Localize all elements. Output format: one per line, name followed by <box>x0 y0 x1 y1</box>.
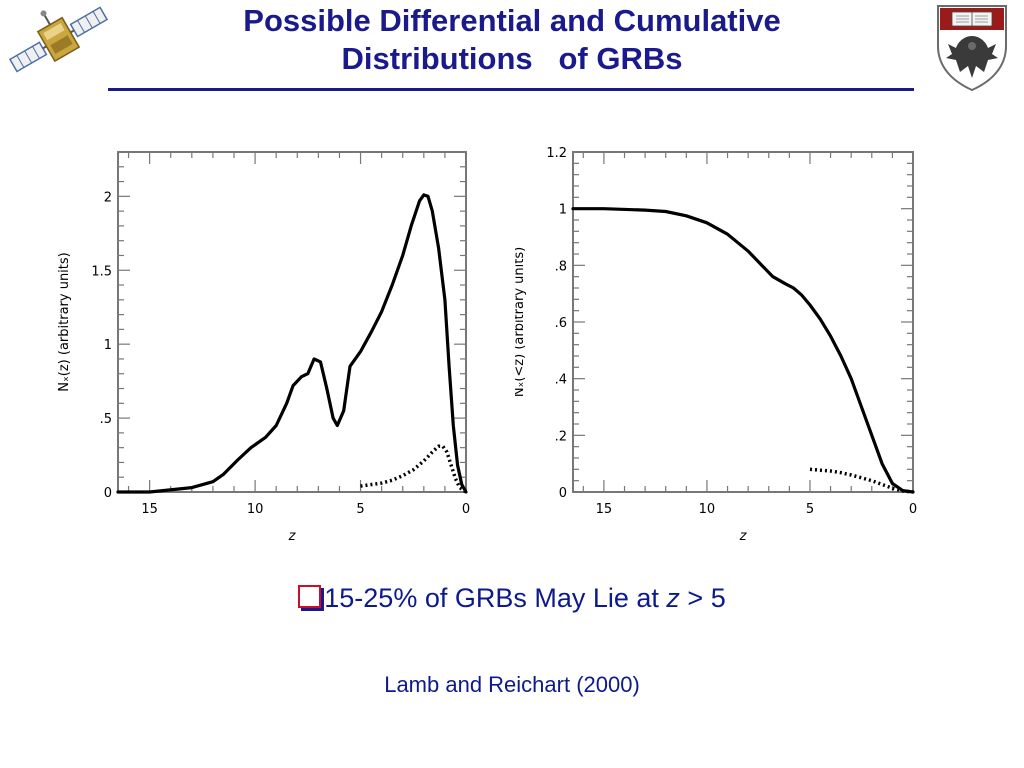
dotted-series-line <box>809 467 914 494</box>
bullet-box-icon <box>298 585 322 608</box>
y-tick-label: .8 <box>555 259 567 274</box>
y-tick-label: 2 <box>104 190 112 205</box>
bullet-point: 15-25% of GRBs May Lie at z > 5 <box>0 583 1024 614</box>
solid-series-line <box>571 207 915 494</box>
bullet-text-before: 15-25% of GRBs May Lie at <box>324 583 667 613</box>
x-axis-label: z <box>739 529 748 540</box>
x-tick-label: 5 <box>356 502 364 517</box>
satellite-logo <box>8 6 109 73</box>
x-tick-label: 15 <box>596 502 613 517</box>
y-tick-label: .4 <box>555 373 567 388</box>
dotted-series-line <box>360 444 468 494</box>
x-axis-label: z <box>288 529 297 540</box>
bullet-text-after: > 5 <box>679 583 726 613</box>
plot-frame <box>117 151 467 493</box>
y-tick-label: 1 <box>104 338 112 353</box>
university-crest-logo <box>937 5 1007 92</box>
title-line-1: Possible Differential and Cumulative <box>243 3 781 38</box>
x-tick-label: 10 <box>247 502 264 517</box>
plot-frame <box>572 151 914 493</box>
cumulative-distribution-chart: 15 10 5 0 0 .2 .4 .6 .8 1 1.2 z Nₓ(<z) (arbitrary un… <box>515 146 917 540</box>
bullet-z: z <box>666 583 680 613</box>
y-tick-label: 1.5 <box>91 264 112 279</box>
differential-distribution-chart: 15 10 5 0 0 .5 1 1.5 2 z Nₓ(z) (arbitrary units) <box>57 151 470 540</box>
x-tick-label: 5 <box>806 502 814 517</box>
y-tick-label: .6 <box>555 316 567 331</box>
solid-series-line <box>116 193 468 494</box>
y-tick-label: 1 <box>559 203 567 218</box>
y-tick-label: 0 <box>104 486 112 501</box>
y-tick-label: .2 <box>555 429 567 444</box>
x-tick-label: 10 <box>699 502 716 517</box>
y-axis-label: Nₓ(z) (arbitrary units) <box>57 252 72 391</box>
title-underline <box>108 88 914 91</box>
slide-title: Possible Differential and Cumulative Dis… <box>110 2 914 78</box>
y-axis-label: Nₓ(<z) (arbitrary units) <box>515 247 527 397</box>
x-tick-label: 0 <box>462 502 470 517</box>
citation: Lamb and Reichart (2000) <box>384 672 640 697</box>
x-tick-label: 0 <box>909 502 917 517</box>
title-line-2: Distributions of GRBs <box>341 41 683 76</box>
y-tick-label: 0 <box>559 486 567 501</box>
y-tick-label: 1.2 <box>546 146 567 161</box>
x-tick-label: 15 <box>141 502 158 517</box>
y-tick-label: .5 <box>100 412 112 427</box>
